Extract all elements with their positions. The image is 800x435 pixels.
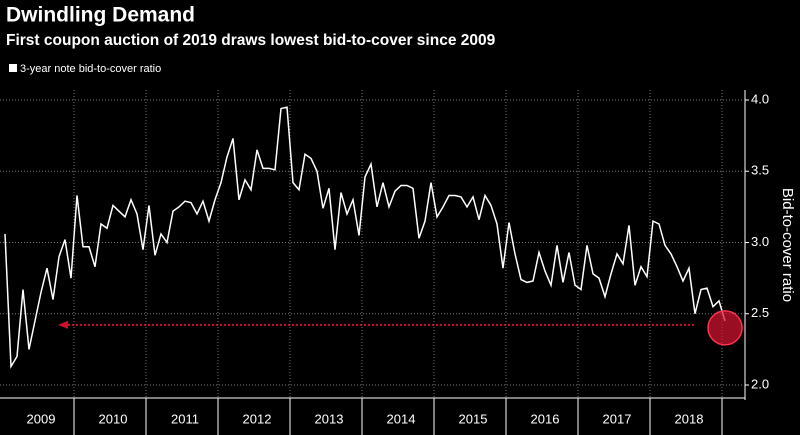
x-tick-label: 2018: [675, 411, 704, 426]
x-tick-label: 2011: [171, 411, 199, 426]
x-tick-label: 2010: [99, 411, 128, 426]
chart-subtitle: First coupon auction of 2019 draws lowes…: [6, 32, 496, 49]
legend-label: 3-year note bid-to-cover ratio: [20, 63, 161, 75]
x-tick-label: 2014: [387, 411, 416, 426]
x-tick-label: 2015: [459, 411, 488, 426]
x-tick-label: 2016: [531, 411, 560, 426]
y-tick-label: 3.5: [751, 163, 769, 178]
x-tick-label: 2017: [603, 411, 632, 426]
highlight-circle: [707, 310, 743, 346]
y-tick-label: 4.0: [751, 91, 769, 106]
y-tick-label: 2.0: [751, 376, 769, 391]
arrow-head: [58, 320, 68, 329]
data-line: [4, 106, 726, 369]
y-tick-label: 3.0: [751, 234, 769, 249]
y-axis-title: Bid-to-cover ratio: [779, 188, 796, 302]
y-tick-label: 2.5: [751, 305, 769, 320]
chart-title: Dwindling Demand: [6, 4, 195, 27]
x-tick-label: 2009: [27, 411, 56, 426]
x-tick-label: 2012: [243, 411, 272, 426]
legend-swatch: [9, 64, 17, 72]
x-tick-label: 2013: [315, 411, 344, 426]
